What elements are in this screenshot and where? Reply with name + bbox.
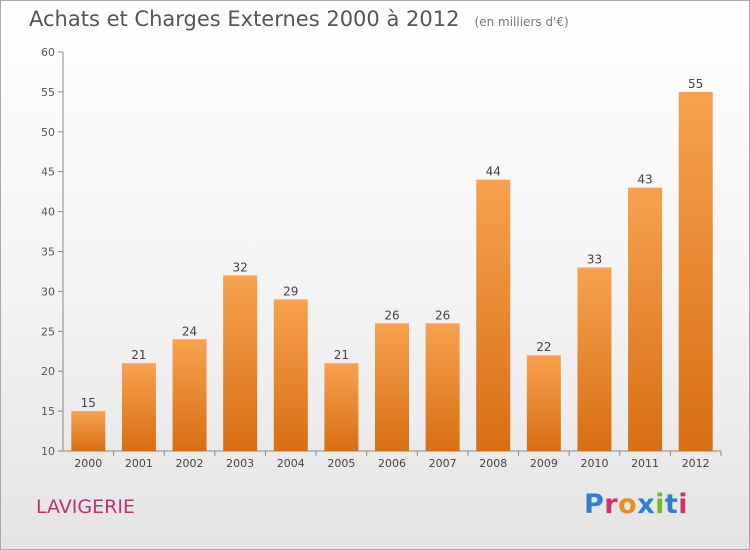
- chart-title: Achats et Charges Externes 2000 à 2012: [29, 7, 460, 31]
- bar-2000: [71, 411, 106, 451]
- data-label: 33: [587, 252, 602, 266]
- bar-2006: [375, 323, 409, 451]
- x-tick-label: 2003: [226, 457, 254, 470]
- y-tick-label: 35: [41, 246, 55, 259]
- bar-2001: [121, 363, 156, 451]
- data-label: 15: [81, 396, 96, 410]
- y-tick-label: 30: [41, 285, 55, 298]
- bar-2008: [476, 179, 511, 451]
- y-tick-label: 20: [41, 365, 55, 378]
- data-label: 24: [182, 324, 197, 338]
- data-label: 21: [334, 348, 349, 362]
- x-tick-label: 2011: [631, 457, 659, 470]
- x-tick-label: 2012: [682, 457, 710, 470]
- bar-2012: [678, 91, 713, 452]
- x-tick-label: 2005: [327, 457, 355, 470]
- x-tick-label: 2010: [580, 457, 608, 470]
- bar-2011: [628, 187, 663, 451]
- logo-letter: t: [664, 489, 679, 520]
- x-tick-label: 2009: [530, 457, 558, 470]
- data-label: 44: [486, 165, 501, 179]
- bar-2002: [172, 339, 207, 451]
- title-row: Achats et Charges Externes 2000 à 2012 (…: [29, 7, 569, 31]
- x-tick-label: 2000: [74, 457, 102, 470]
- y-tick-label: 40: [41, 206, 55, 219]
- chart-unit: (en milliers d'€): [474, 15, 569, 29]
- x-tick-label: 2001: [125, 457, 153, 470]
- x-tick-label: 2008: [479, 457, 507, 470]
- logo-letter: i: [655, 489, 665, 520]
- x-tick-label: 2006: [378, 457, 406, 470]
- y-tick-label: 25: [41, 325, 55, 338]
- data-label: 26: [384, 308, 399, 322]
- data-label: 22: [536, 340, 551, 354]
- bar-2010: [577, 267, 612, 451]
- bar-2009: [526, 355, 561, 451]
- y-tick-label: 15: [41, 405, 55, 418]
- data-label: 29: [283, 284, 298, 298]
- x-tick-label: 2007: [429, 457, 457, 470]
- bar-2007: [425, 323, 460, 451]
- y-tick-label: 50: [41, 126, 55, 139]
- bar-2004: [273, 299, 308, 451]
- commune-name: LAVIGERIE: [36, 496, 135, 518]
- proxiti-logo: Proxiti: [584, 489, 688, 520]
- x-tick-label: 2004: [277, 457, 305, 470]
- y-tick-label: 55: [41, 86, 55, 99]
- y-tick-label: 10: [41, 445, 55, 458]
- y-tick-label: 60: [41, 46, 55, 59]
- data-label: 26: [435, 308, 450, 322]
- logo-letter: x: [637, 489, 656, 520]
- y-tick-label: 45: [41, 166, 55, 179]
- data-label: 32: [233, 260, 248, 274]
- logo-letter: r: [604, 489, 619, 520]
- data-label: 43: [637, 173, 652, 187]
- bar-2003: [223, 275, 258, 451]
- data-label: 55: [688, 77, 703, 91]
- logo-letter: P: [584, 489, 605, 520]
- bar-2005: [324, 363, 359, 451]
- logo-letter: i: [678, 489, 689, 520]
- x-tick-label: 2002: [176, 457, 204, 470]
- logo-letter: o: [618, 489, 638, 520]
- data-label: 21: [131, 348, 146, 362]
